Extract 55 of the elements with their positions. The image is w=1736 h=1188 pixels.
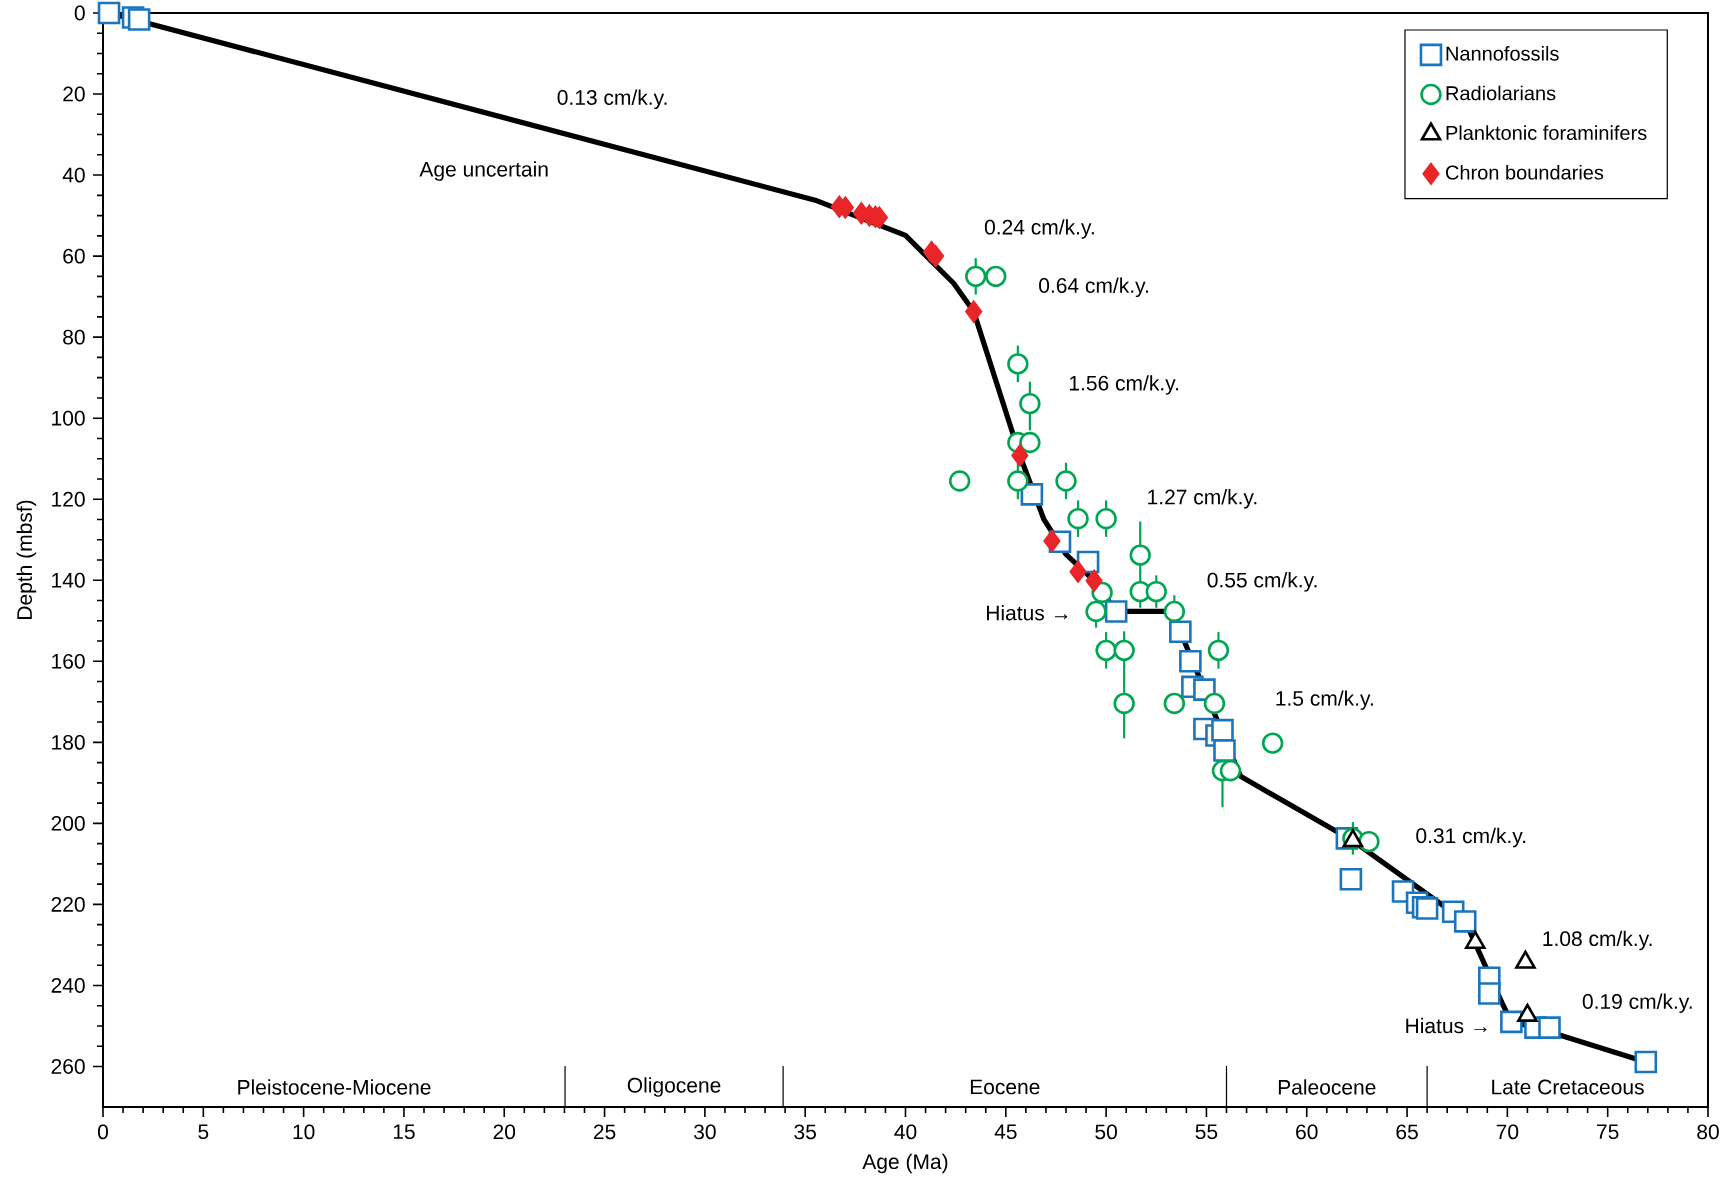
legend-label: Radiolarians (1446, 85, 1556, 101)
annotation: 1.27 cm/k.y. (1148, 489, 1257, 509)
x-tick-label: 25 (593, 1124, 616, 1140)
x-tick-label: 60 (1296, 1124, 1318, 1140)
y-tick-label: 160 (52, 653, 85, 669)
y-tick-label: 180 (52, 734, 85, 750)
y-tick-label: 260 (51, 1059, 85, 1074)
annotation: Late Cretaceous (1492, 1079, 1644, 1095)
annotation: Hiatus → (1406, 1017, 1487, 1034)
x-tick-label: 80 (1697, 1124, 1719, 1140)
annotation: 0.19 cm/k.y. (1582, 993, 1692, 1014)
annotation: Eocene (970, 1079, 1040, 1095)
x-tick-label: 30 (693, 1124, 716, 1140)
annotation: Oligocene (627, 1077, 721, 1097)
y-tick-label: 200 (51, 815, 85, 831)
y-tick-label: 120 (52, 491, 85, 507)
x-tick-label: 10 (293, 1124, 315, 1140)
annotation: 0.24 cm/k.y. (984, 219, 1094, 239)
annotation: Paleocene (1278, 1079, 1376, 1095)
annotation: 1.56 cm/k.y. (1069, 375, 1179, 395)
y-tick-label: 220 (51, 896, 85, 912)
y-tick-label: 0 (74, 5, 85, 21)
x-tick-label: 0 (97, 1124, 109, 1140)
x-tick-label: 35 (794, 1124, 816, 1140)
x-tick-label: 45 (994, 1124, 1017, 1140)
x-tick-label: 65 (1396, 1124, 1418, 1140)
x-tick-label: 75 (1597, 1124, 1619, 1140)
x-tick-label: 70 (1496, 1124, 1519, 1140)
y-tick-label: 40 (62, 167, 85, 183)
y-axis-title: Depth (mbsf) (16, 500, 37, 619)
annotation: 0.31 cm/k.y. (1416, 827, 1526, 848)
y-tick-label: 240 (51, 978, 85, 993)
legend-label: Nannofossils (1446, 46, 1559, 61)
annotation: 1.5 cm/k.y. (1276, 690, 1373, 710)
x-tick-label: 50 (1095, 1124, 1117, 1140)
y-tick-label: 100 (52, 410, 85, 426)
y-tick-label: 20 (63, 86, 85, 102)
x-axis-title: Age (Ma) (862, 1153, 948, 1174)
annotation: 1.08 cm/k.y. (1543, 930, 1652, 951)
y-tick-label: 60 (63, 248, 85, 264)
y-tick-label: 80 (63, 329, 85, 345)
x-tick-label: 15 (393, 1124, 415, 1140)
x-tick-label: 5 (198, 1124, 209, 1140)
x-tick-label: 20 (493, 1124, 516, 1140)
y-tick-label: 140 (52, 572, 85, 588)
annotation: 0.55 cm/k.y. (1207, 572, 1317, 592)
annotation: Age uncertain (419, 161, 548, 181)
legend-label: Planktonic foraminifers (1446, 125, 1647, 140)
annotation: Pleistocene-Miocene (238, 1079, 431, 1095)
annotation: 0.13 cm/k.y. (557, 89, 667, 110)
annotation: Hiatus → (986, 604, 1068, 621)
x-tick-label: 55 (1195, 1124, 1218, 1140)
legend-label: Chron boundaries (1445, 164, 1604, 180)
x-tick-label: 40 (894, 1124, 917, 1140)
annotation: 0.64 cm/k.y. (1039, 277, 1148, 298)
